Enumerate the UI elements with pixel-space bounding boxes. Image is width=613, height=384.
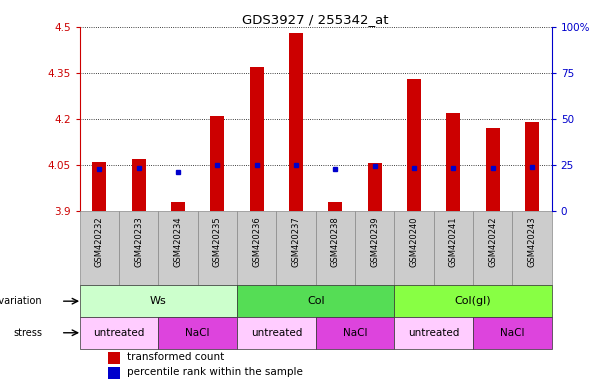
Bar [473, 211, 512, 285]
Bar [355, 211, 394, 285]
Bar [80, 285, 237, 317]
Text: untreated: untreated [251, 328, 302, 338]
Bar [512, 211, 552, 285]
Text: Col: Col [307, 296, 324, 306]
Bar [473, 317, 552, 349]
Text: GSM420239: GSM420239 [370, 217, 379, 267]
Bar [250, 67, 264, 211]
Bar [210, 116, 224, 211]
Text: GSM420243: GSM420243 [528, 217, 536, 267]
Bar [394, 317, 473, 349]
Text: NaCl: NaCl [186, 328, 210, 338]
Text: untreated: untreated [408, 328, 459, 338]
Bar [108, 367, 120, 379]
Text: GSM420242: GSM420242 [488, 217, 497, 267]
Text: Ws: Ws [150, 296, 167, 306]
Text: transformed count: transformed count [127, 353, 224, 362]
Text: Col(gl): Col(gl) [455, 296, 492, 306]
Text: untreated: untreated [93, 328, 145, 338]
Bar [486, 128, 500, 211]
Bar [289, 33, 303, 211]
Text: stress: stress [13, 328, 42, 338]
Text: GSM420234: GSM420234 [173, 217, 183, 267]
Bar [329, 202, 342, 211]
Title: GDS3927 / 255342_at: GDS3927 / 255342_at [243, 13, 389, 26]
Bar [119, 211, 158, 285]
Bar [132, 159, 145, 211]
Text: percentile rank within the sample: percentile rank within the sample [127, 367, 303, 377]
Text: GSM420236: GSM420236 [252, 217, 261, 267]
Bar [237, 317, 316, 349]
Bar [394, 211, 434, 285]
Text: GSM420240: GSM420240 [409, 217, 419, 267]
Bar [197, 211, 237, 285]
Bar [368, 163, 381, 211]
Bar [525, 122, 539, 211]
Text: genotype/variation: genotype/variation [0, 296, 42, 306]
Bar [446, 113, 460, 211]
Bar [316, 211, 355, 285]
Text: NaCl: NaCl [343, 328, 367, 338]
Bar [158, 317, 237, 349]
Bar [108, 352, 120, 364]
Bar [93, 162, 106, 211]
Bar [237, 285, 394, 317]
Bar [158, 211, 198, 285]
Text: GSM420233: GSM420233 [134, 217, 143, 267]
Text: GSM420232: GSM420232 [95, 217, 104, 267]
Bar [237, 211, 276, 285]
Bar [394, 285, 552, 317]
Bar [276, 211, 316, 285]
Bar [80, 317, 158, 349]
Bar [434, 211, 473, 285]
Text: GSM420237: GSM420237 [292, 217, 300, 267]
Bar [316, 317, 394, 349]
Bar [407, 79, 421, 211]
Bar [80, 211, 119, 285]
Text: GSM420238: GSM420238 [331, 217, 340, 267]
Text: GSM420241: GSM420241 [449, 217, 458, 267]
Text: GSM420235: GSM420235 [213, 217, 222, 267]
Bar [171, 202, 185, 211]
Text: NaCl: NaCl [500, 328, 525, 338]
